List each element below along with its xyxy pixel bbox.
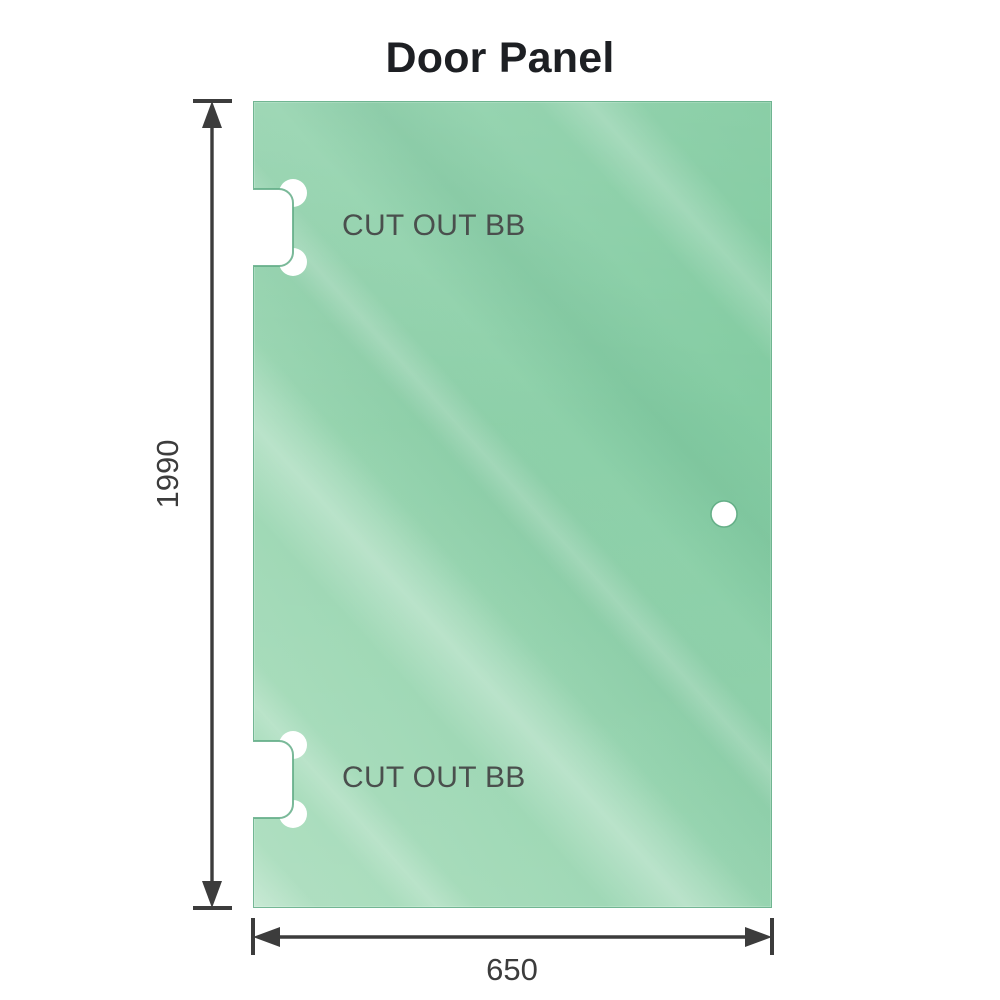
dim-width-arrow-right: [745, 927, 772, 947]
dim-width-arrow-left: [253, 927, 280, 947]
page-title: Door Panel: [385, 34, 615, 82]
dim-height-arrow-bottom: [202, 881, 222, 908]
glass-door-panel: [253, 101, 772, 908]
dimension-width-value: 650: [486, 952, 538, 987]
glass-reflections: [253, 101, 772, 908]
handle-hole-icon: [710, 500, 738, 528]
dim-height-arrow-top: [202, 101, 222, 128]
cutout-bottom-label: CUT OUT BB: [342, 761, 526, 794]
dimension-height-value: 1990: [150, 439, 185, 509]
panel-graphic: [253, 101, 772, 908]
glass-outline: [253, 101, 772, 908]
cutout-top-label: CUT OUT BB: [342, 209, 526, 242]
